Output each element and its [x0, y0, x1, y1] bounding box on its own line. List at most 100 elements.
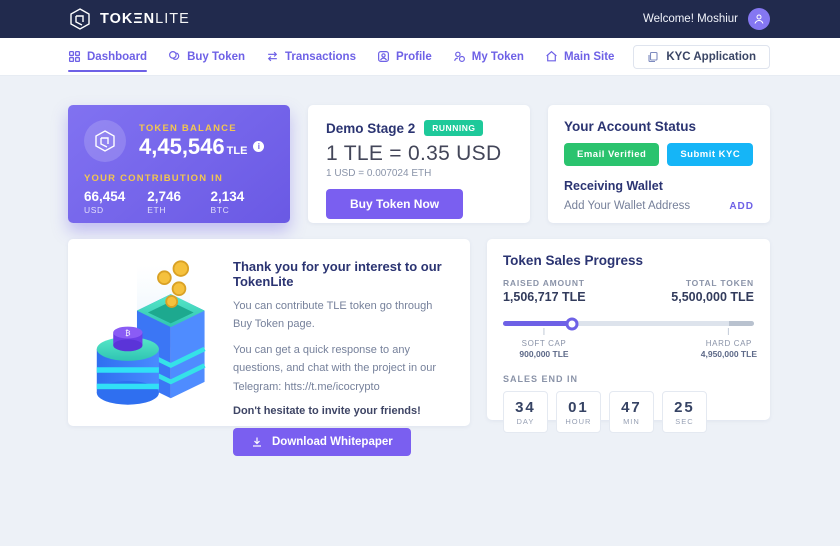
brand-name: TOKΞNLITE: [100, 11, 190, 27]
progress-bar: SOFT CAP 900,000 TLE HARD CAP 4,950,000 …: [502, 316, 757, 359]
contribution-currency: ETH: [147, 205, 167, 215]
nav-item-main-site[interactable]: Main Site: [545, 38, 614, 75]
nav-item-label: Dashboard: [87, 50, 148, 63]
nav-item-label: Transactions: [285, 50, 356, 63]
countdown-value: 47: [621, 398, 642, 416]
countdown-unit: DAY: [516, 416, 535, 426]
wallet-hint: Add Your Wallet Address: [564, 200, 691, 212]
welcome-text: Welcome! Moshiur: [642, 13, 738, 25]
home-icon: [546, 50, 557, 62]
softcap-value: 900,000 TLE: [519, 349, 569, 359]
sale-stage-card: Demo Stage 2 RUNNING 1 TLE = 0.35 USD 1 …: [308, 105, 530, 223]
account-status-title: Your Account Status: [564, 119, 697, 134]
sales-end-label: SALES END IN: [502, 374, 578, 384]
thank-you-paragraph-2: You can get a quick response to any ques…: [233, 344, 437, 393]
download-icon: [253, 437, 261, 447]
topbar: TOKΞNLITE Welcome! Moshiur: [0, 0, 840, 38]
user-area: Welcome! Moshiur: [643, 8, 770, 30]
email-verified-badge[interactable]: Email Verified: [564, 143, 660, 166]
download-whitepaper-button[interactable]: Download Whitepaper: [233, 427, 411, 456]
user-avatar-icon[interactable]: [748, 8, 770, 30]
coins-stack-illustration: ₿: [84, 253, 221, 412]
countdown-value: 34: [515, 398, 536, 416]
countdown: 34 DAY 01 HOUR 47 MIN 25 SEC: [502, 391, 754, 433]
countdown-unit: SEC: [675, 416, 694, 426]
hardcap-value: 4,950,000 TLE: [700, 349, 757, 359]
stage-title: Demo Stage 2: [326, 120, 416, 136]
add-wallet-link[interactable]: ADD: [729, 200, 754, 212]
balance-suffix: TLE: [226, 144, 248, 157]
contribution-value: 2,134: [210, 189, 245, 204]
hardcap-notch: [728, 321, 754, 326]
kyc-button-label: KYC Application: [666, 50, 756, 63]
nav-item-transactions[interactable]: Transactions: [266, 38, 356, 75]
thank-you-title: Thank you for your interest to our Token…: [233, 259, 442, 289]
nav-item-label: Profile: [395, 50, 432, 63]
contribution-row: 66,454 USD 2,746 ETH 2,134 BTC: [84, 189, 274, 215]
countdown-minutes: 47 MIN: [608, 391, 654, 433]
user-coin-icon: [453, 51, 465, 62]
raised-amount-value: 1,506,717 TLE: [502, 290, 586, 304]
status-badge-running: RUNNING: [424, 120, 484, 136]
nav-item-profile[interactable]: Profile: [377, 38, 432, 75]
contribution-value: 2,746: [147, 189, 182, 204]
softcap-marker: SOFT CAP 900,000 TLE: [519, 328, 569, 359]
brand-name-light: LITE: [155, 11, 190, 27]
nav-item-label: Buy Token: [187, 50, 246, 63]
countdown-unit: MIN: [623, 416, 640, 426]
token-sales-progress-card: Token Sales Progress RAISED AMOUNT 1,506…: [486, 239, 770, 433]
hardcap-tick: [728, 328, 730, 335]
progress-handle[interactable]: [565, 317, 579, 330]
countdown-unit: HOUR: [565, 416, 592, 426]
file-icon: [648, 51, 658, 62]
coins-icon: [169, 51, 180, 60]
swap-arrows-icon: [267, 51, 278, 62]
thank-you-card: ₿ Thank you for your interest to our Tok…: [68, 239, 470, 456]
progress-fill: [502, 321, 572, 326]
contribution-usd: 66,454 USD: [84, 189, 147, 215]
token-rate: 1 TLE = 0.35 USD: [326, 142, 502, 165]
nav-item-dashboard[interactable]: Dashboard: [68, 38, 148, 75]
submit-kyc-badge[interactable]: Submit KYC: [667, 143, 754, 166]
countdown-days: 34 DAY: [502, 391, 548, 433]
countdown-hours: 01 HOUR: [555, 391, 601, 433]
nav-menu: Dashboard Buy Token Transactions Profile…: [68, 38, 614, 75]
hardcap-label: HARD CAP: [705, 339, 752, 348]
thank-you-paragraph-1: You can contribute TLE token go through …: [233, 300, 433, 331]
balance-value: 4,45,546: [139, 133, 225, 159]
buy-token-now-button[interactable]: Buy Token Now: [326, 189, 464, 219]
user-card-icon: [377, 51, 389, 62]
svg-text:₿: ₿: [125, 328, 131, 337]
token-balance-card: TOKEN BALANCE 4,45,546 TLE i YOUR CONTRIB…: [68, 105, 290, 223]
progress-track[interactable]: [502, 321, 754, 326]
contribution-value: 66,454: [84, 189, 126, 204]
brand-name-bold: TOKΞN: [100, 11, 156, 27]
contribution-label: YOUR CONTRIBUTION IN: [84, 173, 224, 184]
token-logo-icon: [84, 120, 126, 162]
nav-item-label: Main Site: [563, 50, 615, 63]
contribution-btc: 2,134 BTC: [211, 189, 274, 215]
info-icon[interactable]: i: [253, 140, 265, 152]
raised-amount-label: RAISED AMOUNT: [502, 278, 585, 288]
download-button-label: Download Whitepaper: [272, 435, 393, 448]
total-token-label: TOTAL TOKEN: [685, 278, 754, 288]
nav-item-my-token[interactable]: My Token: [453, 38, 524, 75]
total-token-value: 5,500,000 TLE: [671, 290, 754, 304]
balance-amount: 4,45,546 TLE i: [139, 133, 265, 159]
kyc-application-button[interactable]: KYC Application: [633, 44, 770, 69]
contribution-eth: 2,746 ETH: [147, 189, 210, 215]
nav-item-buy-token[interactable]: Buy Token: [168, 38, 245, 75]
hardcap-marker: HARD CAP 4,950,000 TLE: [701, 328, 757, 359]
countdown-seconds: 25 SEC: [661, 391, 707, 433]
cube-logo-icon: [70, 8, 90, 30]
countdown-value: 25: [674, 398, 695, 416]
token-sub-rate: 1 USD = 0.007024 ETH: [326, 168, 432, 179]
total-token-block: TOTAL TOKEN 5,500,000 TLE: [671, 278, 754, 304]
main-nav: Dashboard Buy Token Transactions Profile…: [0, 38, 840, 76]
account-status-card: Your Account Status Email Verified Submi…: [548, 105, 770, 223]
contribution-currency: USD: [84, 205, 104, 215]
nav-item-label: My Token: [471, 50, 524, 63]
progress-title: Token Sales Progress: [502, 253, 643, 268]
contribution-currency: BTC: [210, 205, 230, 215]
brand[interactable]: TOKΞNLITE: [68, 7, 190, 31]
